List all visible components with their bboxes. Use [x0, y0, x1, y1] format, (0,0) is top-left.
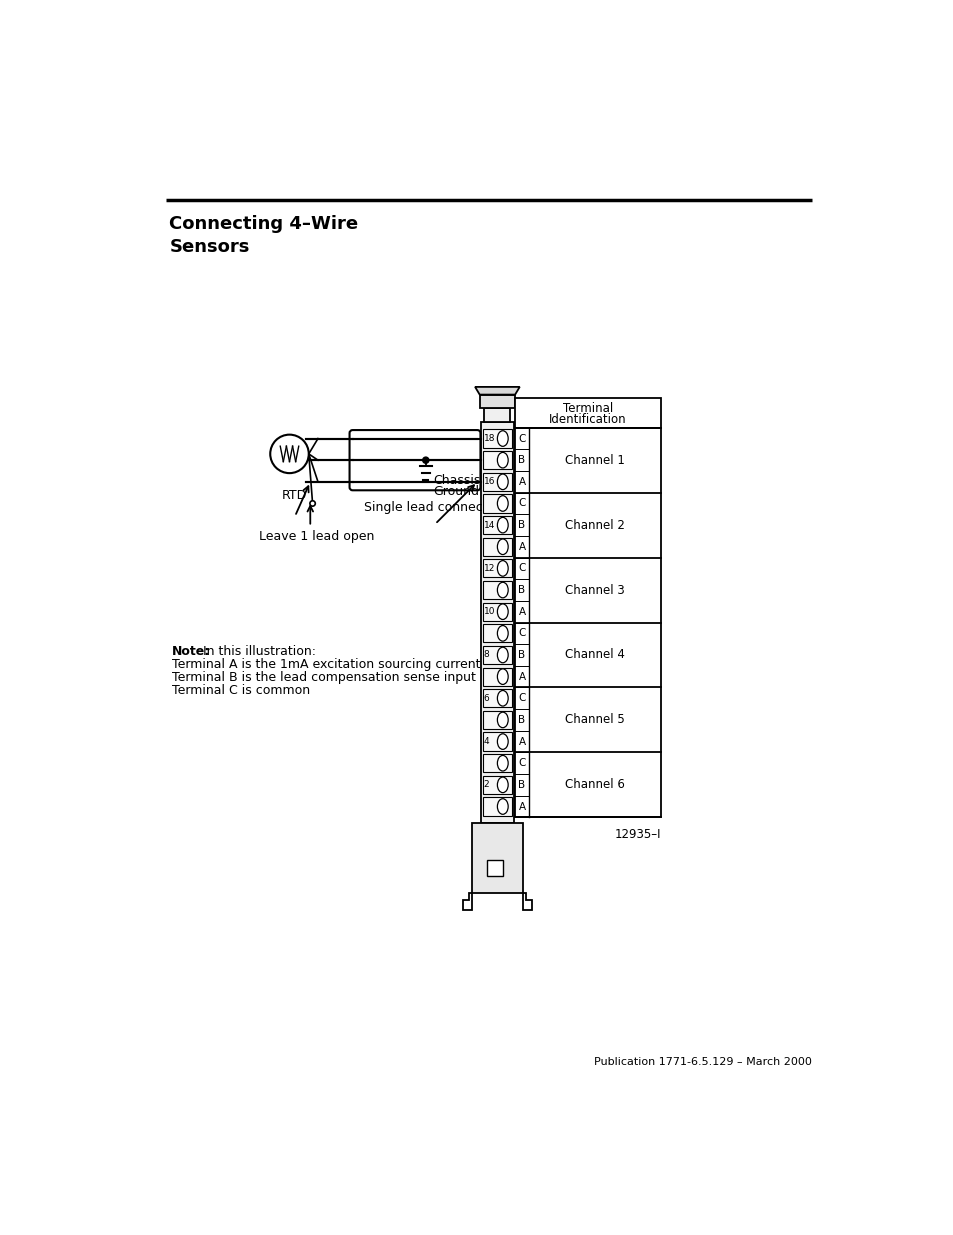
Ellipse shape	[497, 452, 508, 468]
Text: 10: 10	[483, 608, 495, 616]
Ellipse shape	[497, 431, 508, 446]
Bar	[482, 580, 512, 599]
Text: Channel 4: Channel 4	[564, 648, 624, 662]
Text: C: C	[517, 758, 525, 768]
Text: C: C	[517, 433, 525, 443]
Text: Identification: Identification	[549, 412, 626, 426]
Text: Channel 6: Channel 6	[564, 778, 624, 792]
Bar	[482, 776, 512, 794]
Text: A: A	[517, 802, 525, 811]
Text: C: C	[517, 499, 525, 509]
Ellipse shape	[497, 777, 508, 793]
Text: B: B	[517, 585, 525, 595]
Text: Terminal B is the lead compensation sense input: Terminal B is the lead compensation sens…	[172, 671, 475, 684]
Bar	[487, 861, 502, 876]
Text: Terminal A is the 1mA excitation sourcing current: Terminal A is the 1mA excitation sourcin…	[172, 658, 479, 671]
Polygon shape	[475, 387, 519, 395]
Bar	[472, 824, 522, 893]
Bar	[515, 427, 659, 818]
Bar	[515, 399, 659, 427]
Bar	[482, 668, 512, 685]
Bar	[482, 732, 512, 751]
Text: B: B	[517, 779, 525, 790]
Bar	[480, 421, 513, 824]
Bar	[482, 603, 512, 621]
Text: Channel 1: Channel 1	[564, 453, 624, 467]
Ellipse shape	[497, 495, 508, 511]
Ellipse shape	[497, 604, 508, 620]
Bar	[482, 689, 512, 708]
Bar	[482, 494, 512, 513]
Ellipse shape	[497, 582, 508, 598]
Text: C: C	[517, 563, 525, 573]
Bar	[482, 451, 512, 469]
Circle shape	[310, 500, 314, 506]
Text: Note:: Note:	[172, 645, 210, 658]
Ellipse shape	[497, 517, 508, 534]
Text: Single lead connects to terminal A: Single lead connects to terminal A	[364, 501, 579, 514]
Circle shape	[270, 435, 309, 473]
Text: A: A	[517, 672, 525, 682]
Ellipse shape	[497, 669, 508, 684]
Bar	[482, 711, 512, 729]
Ellipse shape	[497, 756, 508, 771]
Text: 8: 8	[483, 651, 489, 659]
Ellipse shape	[497, 561, 508, 577]
Bar	[482, 473, 512, 492]
Ellipse shape	[497, 690, 508, 706]
Ellipse shape	[497, 799, 508, 814]
Text: C: C	[517, 629, 525, 638]
Circle shape	[422, 457, 429, 463]
Polygon shape	[479, 395, 515, 408]
Text: B: B	[517, 456, 525, 466]
Text: In this illustration:: In this illustration:	[199, 645, 316, 658]
Bar	[482, 516, 512, 535]
Text: A: A	[517, 736, 525, 747]
Text: 2: 2	[483, 781, 489, 789]
Ellipse shape	[497, 538, 508, 555]
Text: Publication 1771-6.5.129 – March 2000: Publication 1771-6.5.129 – March 2000	[594, 1057, 811, 1067]
Text: 6: 6	[483, 694, 489, 703]
Text: A: A	[517, 606, 525, 616]
Text: 16: 16	[483, 477, 495, 487]
Text: 12: 12	[483, 564, 495, 573]
Text: B: B	[517, 520, 525, 530]
Text: Sensors: Sensors	[170, 238, 250, 257]
Text: Chassis: Chassis	[433, 474, 480, 487]
Text: 4: 4	[483, 737, 489, 746]
Text: B: B	[517, 715, 525, 725]
Text: RTD: RTD	[281, 489, 307, 501]
Ellipse shape	[497, 734, 508, 750]
Text: Channel 3: Channel 3	[564, 584, 624, 597]
Ellipse shape	[497, 647, 508, 663]
Text: Ground: Ground	[433, 485, 479, 498]
Bar	[482, 559, 512, 578]
Text: 18: 18	[483, 433, 495, 443]
Text: Leave 1 lead open: Leave 1 lead open	[258, 530, 374, 543]
Bar	[482, 646, 512, 664]
Text: Terminal: Terminal	[562, 403, 613, 415]
Bar	[482, 537, 512, 556]
Bar	[482, 798, 512, 815]
Ellipse shape	[497, 626, 508, 641]
Text: Channel 2: Channel 2	[564, 519, 624, 531]
Ellipse shape	[497, 474, 508, 489]
Ellipse shape	[497, 713, 508, 727]
Bar	[482, 624, 512, 642]
Text: 12935–I: 12935–I	[614, 829, 660, 841]
Text: B: B	[517, 650, 525, 659]
FancyBboxPatch shape	[349, 430, 480, 490]
Bar	[484, 408, 510, 421]
Text: C: C	[517, 693, 525, 703]
Bar	[482, 430, 512, 447]
Text: A: A	[517, 477, 525, 487]
Text: A: A	[517, 542, 525, 552]
Text: 14: 14	[483, 521, 495, 530]
Text: Channel 5: Channel 5	[564, 714, 624, 726]
Text: Connecting 4–Wire: Connecting 4–Wire	[170, 215, 358, 233]
Text: Terminal C is common: Terminal C is common	[172, 684, 310, 697]
Bar	[482, 755, 512, 772]
